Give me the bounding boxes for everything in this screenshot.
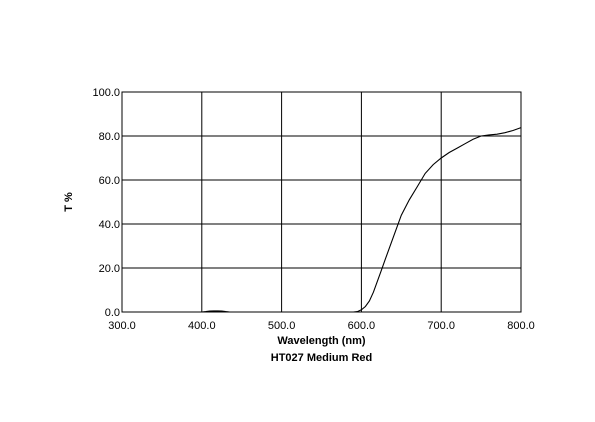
plot-frame: [121, 91, 522, 313]
y-tick-label: 0.0: [105, 307, 120, 319]
x-tick-label: 300.0: [108, 320, 136, 332]
x-tick-label: 600.0: [348, 320, 376, 332]
y-tick-label: 80.0: [99, 131, 120, 143]
chart-data-layer: [122, 127, 522, 313]
x-tick-label: 500.0: [268, 320, 296, 332]
chart-grid: [121, 91, 522, 313]
y-tick-label: 100.0: [92, 87, 120, 99]
y-axis-title: T %: [63, 192, 75, 212]
y-tick-label: 40.0: [99, 219, 120, 231]
chart-title: HT027 Medium Red: [271, 352, 372, 364]
y-tick-label: 60.0: [99, 175, 120, 187]
tick-labels: 300.0 400.0 500.0 600.0 700.0 800.0 0.0 20.0 40.…: [92, 87, 534, 332]
x-tick-label: 700.0: [427, 320, 455, 332]
transmission-curve: [122, 127, 522, 313]
y-tick-label: 20.0: [99, 263, 120, 275]
x-axis-title: Wavelength (nm): [277, 335, 366, 347]
x-tick-label: 800.0: [507, 320, 535, 332]
x-tick-label: 400.0: [188, 320, 216, 332]
